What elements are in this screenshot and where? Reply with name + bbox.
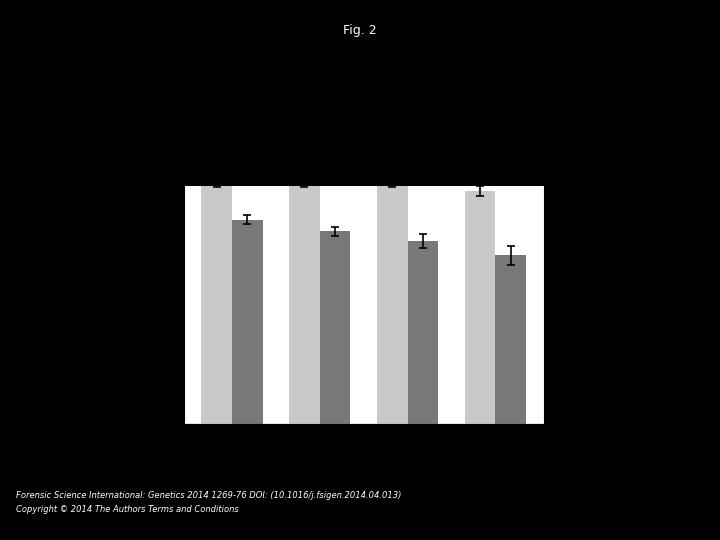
Bar — [464, 191, 495, 424]
Y-axis label: Average Peak Height Ratio: Average Peak Height Ratio — [573, 231, 583, 380]
Text: Fig. 2: Fig. 2 — [343, 24, 377, 37]
Text: Forensic Science International: Genetics 2014 1269-76 DOI: (10.1016/j.fsigen.201: Forensic Science International: Genetics… — [16, 490, 401, 500]
Bar — [289, 186, 320, 424]
Text: Copyright © 2014 The Authors Terms and Conditions: Copyright © 2014 The Authors Terms and C… — [16, 505, 238, 514]
Bar — [232, 220, 263, 424]
Bar — [201, 186, 232, 424]
Bar — [495, 255, 526, 424]
Bar — [377, 186, 408, 424]
Y-axis label: % Alleles Called: % Alleles Called — [130, 261, 140, 349]
Bar — [408, 241, 438, 424]
Bar — [320, 232, 351, 424]
